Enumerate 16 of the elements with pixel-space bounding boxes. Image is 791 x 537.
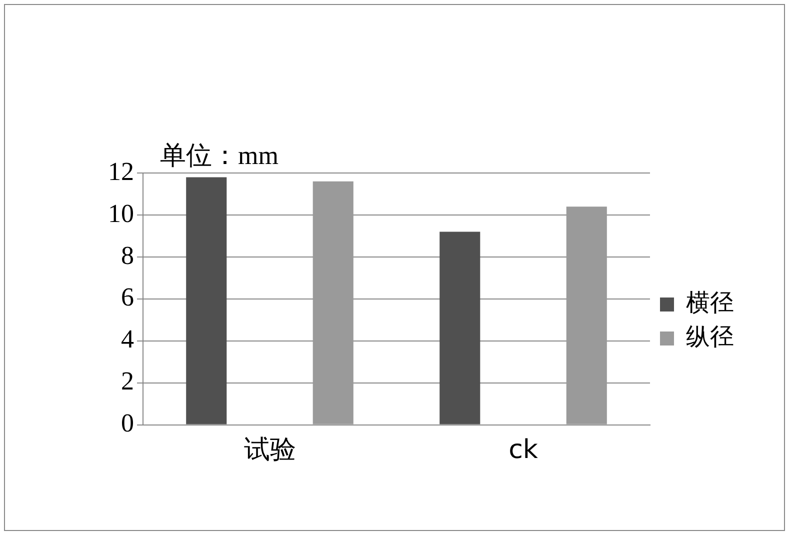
y-tick-label: 4 (121, 324, 134, 354)
y-tick-label: 8 (121, 240, 134, 270)
y-tick-label: 10 (108, 198, 134, 228)
legend-label: 纵径 (686, 322, 734, 351)
bar (566, 206, 607, 424)
x-tick-label: 试验 (244, 435, 296, 466)
bar (186, 177, 227, 424)
y-tick-label: 0 (121, 408, 134, 438)
y-tick-label: 2 (121, 366, 134, 396)
bar (312, 181, 354, 424)
y-tick-label: 6 (121, 282, 134, 312)
legend-label: 横径 (686, 288, 734, 317)
x-tick-label: ck (508, 435, 538, 466)
y-axis-title: 单位：mm (160, 140, 278, 172)
y-tick-label: 12 (108, 156, 134, 186)
bar (440, 232, 480, 424)
